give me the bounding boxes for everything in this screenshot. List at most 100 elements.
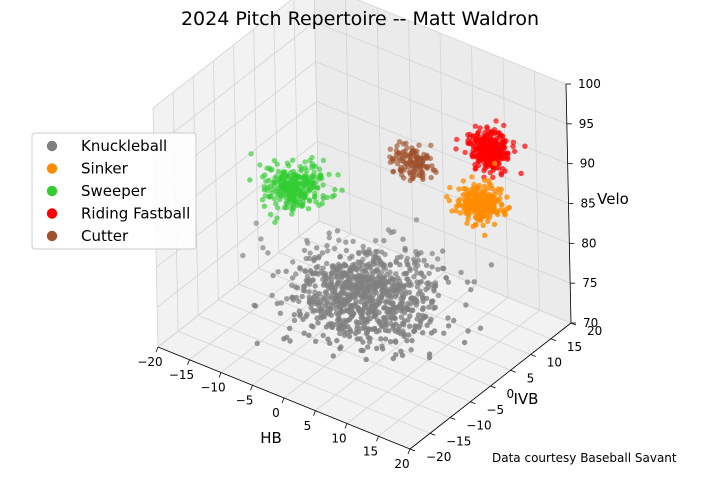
point-sweeper <box>279 184 286 190</box>
point-sweeper <box>312 193 318 200</box>
point-knuckleball <box>283 268 289 274</box>
point-knuckleball <box>367 335 373 341</box>
point-knuckleball <box>413 217 420 223</box>
point-knuckleball <box>289 294 296 300</box>
point-knuckleball <box>319 250 326 256</box>
point-riding-fastball <box>469 153 476 160</box>
point-sweeper <box>290 189 297 195</box>
point-knuckleball <box>445 279 452 285</box>
point-cutter <box>401 175 407 181</box>
point-knuckleball <box>378 270 384 276</box>
point-knuckleball <box>342 262 348 268</box>
x-tick-label: 0 <box>272 406 280 420</box>
point-knuckleball <box>360 291 367 297</box>
point-knuckleball <box>425 284 431 291</box>
x-tick-label: 20 <box>394 457 409 471</box>
point-sweeper <box>298 168 304 174</box>
y-tick-mark <box>510 369 516 373</box>
point-knuckleball <box>349 253 355 259</box>
y-tick-mark <box>409 448 416 452</box>
point-sweeper <box>267 183 274 189</box>
point-knuckleball <box>287 325 293 331</box>
y-tick-label: −20 <box>426 450 451 464</box>
point-sinker <box>471 199 478 206</box>
point-knuckleball <box>306 299 313 305</box>
point-sweeper <box>297 163 304 170</box>
point-riding-fastball <box>475 162 482 169</box>
point-sweeper <box>309 154 315 161</box>
point-knuckleball <box>337 330 343 337</box>
point-knuckleball <box>312 283 318 289</box>
y-tick-label: 15 <box>567 340 582 354</box>
y-tick-label: 0 <box>507 387 515 401</box>
point-knuckleball <box>337 345 343 352</box>
point-knuckleball <box>253 220 259 226</box>
point-sinker <box>497 190 503 196</box>
point-knuckleball <box>346 316 353 323</box>
point-sweeper <box>306 186 312 192</box>
point-knuckleball <box>306 294 312 300</box>
point-sinker <box>472 214 479 221</box>
point-riding-fastball <box>475 154 481 160</box>
point-sinker <box>446 197 452 204</box>
point-sweeper <box>300 191 306 198</box>
point-knuckleball <box>401 321 407 328</box>
point-knuckleball <box>292 284 299 290</box>
point-knuckleball <box>281 336 287 342</box>
point-knuckleball <box>429 264 435 270</box>
z-tick-label: 85 <box>581 197 596 211</box>
point-knuckleball <box>399 306 405 312</box>
point-riding-fastball <box>496 161 502 167</box>
point-sweeper <box>301 181 307 187</box>
legend-marker-sinker <box>46 163 58 174</box>
point-sinker <box>471 205 478 212</box>
point-riding-fastball <box>453 146 459 152</box>
point-knuckleball <box>336 316 342 322</box>
point-knuckleball <box>274 300 280 307</box>
point-knuckleball <box>445 323 452 329</box>
point-sweeper <box>293 179 299 186</box>
data-points <box>240 118 528 363</box>
point-sinker <box>481 203 487 209</box>
point-knuckleball <box>310 324 316 330</box>
point-riding-fastball <box>501 122 507 129</box>
point-riding-fastball <box>484 154 490 161</box>
point-knuckleball <box>387 289 393 296</box>
point-sinker <box>449 208 455 214</box>
point-sweeper <box>262 172 268 178</box>
point-sweeper <box>273 201 279 207</box>
point-knuckleball <box>362 324 368 330</box>
point-sweeper <box>331 192 337 198</box>
point-knuckleball <box>398 314 405 320</box>
point-knuckleball <box>471 279 477 285</box>
point-knuckleball <box>382 327 389 333</box>
point-knuckleball <box>258 236 264 242</box>
point-cutter <box>400 149 406 155</box>
point-sweeper <box>305 206 312 212</box>
point-knuckleball <box>313 270 320 277</box>
point-knuckleball <box>388 315 394 321</box>
point-knuckleball <box>354 290 361 296</box>
point-knuckleball <box>278 300 285 306</box>
legend-label-riding-fastball: Riding Fastball <box>81 205 190 223</box>
point-knuckleball <box>322 303 329 309</box>
point-knuckleball <box>350 238 356 245</box>
point-sweeper <box>271 179 277 185</box>
point-sweeper <box>269 190 275 196</box>
point-knuckleball <box>354 284 360 290</box>
axis-lines <box>155 83 577 455</box>
point-sinker <box>467 190 473 196</box>
point-knuckleball <box>358 347 364 354</box>
point-knuckleball <box>376 280 382 286</box>
point-riding-fastball <box>511 148 518 155</box>
point-sweeper <box>266 177 272 184</box>
point-knuckleball <box>390 325 396 331</box>
point-sinker <box>482 177 488 183</box>
point-cutter <box>411 173 417 179</box>
point-knuckleball <box>380 287 386 294</box>
point-knuckleball <box>458 269 464 276</box>
point-knuckleball <box>419 306 426 312</box>
point-knuckleball <box>326 234 332 241</box>
point-riding-fastball <box>465 140 471 146</box>
point-knuckleball <box>405 261 411 268</box>
